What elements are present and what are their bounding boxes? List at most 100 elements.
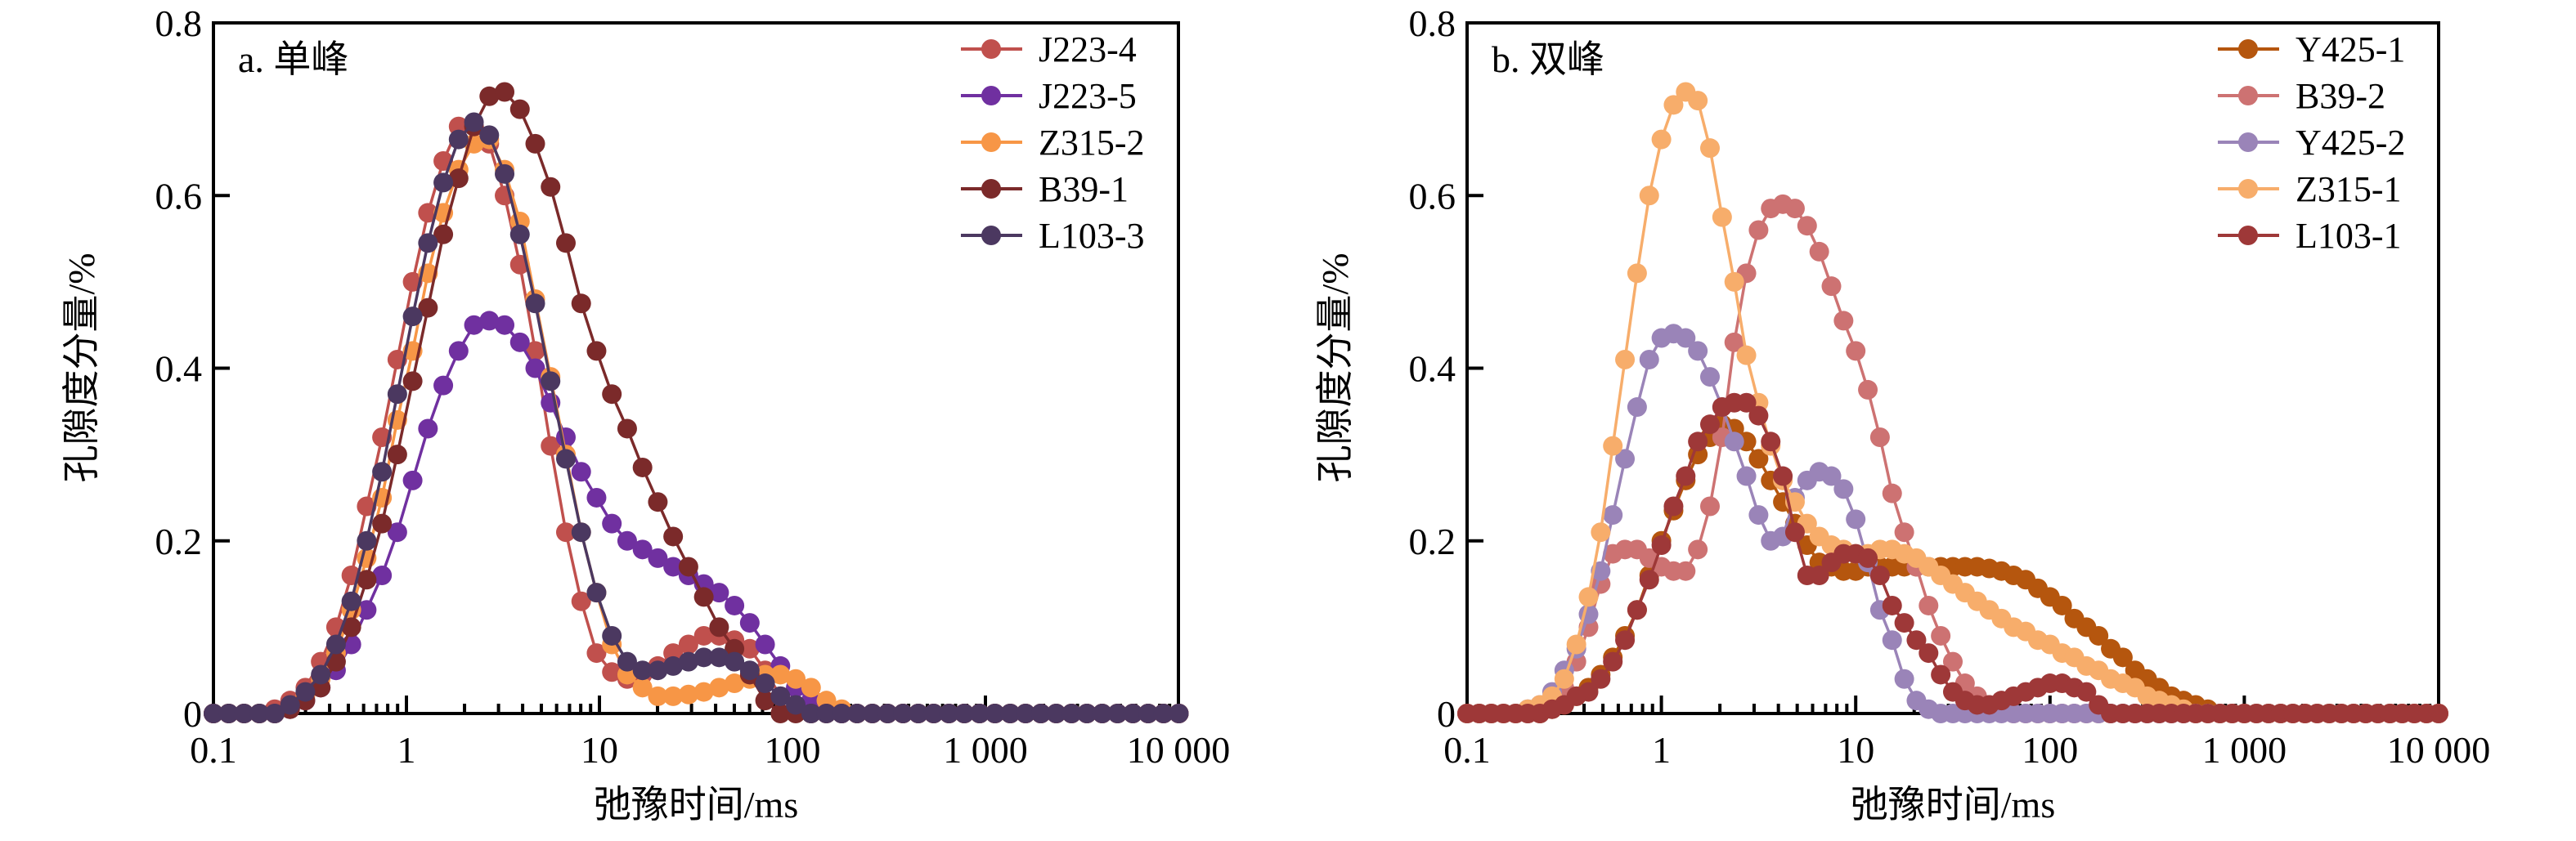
data-point [325,634,346,655]
data-point [755,634,775,655]
data-point [357,496,377,517]
data-point [739,638,760,659]
data-point [586,643,607,664]
data-point [1906,630,1927,651]
data-point [617,651,637,672]
data-point [816,704,837,723]
data-point [479,86,500,106]
data-point [2112,647,2133,668]
data-point [541,371,561,391]
data-point [602,662,622,682]
data-point [755,691,775,711]
data-point [1846,509,1866,530]
y-axis-title: 孔隙度分量/% [1314,253,1356,482]
data-point [464,315,484,335]
data-point [1784,199,1805,219]
data-point [1591,669,1611,689]
data-point [1919,643,1939,664]
data-point [1663,496,1684,517]
y-tick-label: 0 [1437,693,1456,735]
data-point [218,704,239,723]
data-point [1688,539,1708,560]
data-point [725,651,745,672]
legend-marker [981,132,1001,152]
data-point [495,315,515,335]
x-tick-label: 10 [581,729,618,771]
legend-item: B39-2 [2218,76,2385,116]
data-point [1700,367,1720,387]
data-point [1603,651,1623,672]
legend-marker [2238,226,2258,245]
data-point [1153,704,1174,723]
data-point [357,600,377,620]
data-point [387,445,407,465]
data-point [341,617,361,637]
data-point [1591,522,1611,543]
data-point [1676,561,1696,581]
data-point [1123,704,1143,723]
data-point [479,125,500,145]
data-point [541,436,561,456]
legend-label: Y425-2 [2296,123,2405,163]
data-point [418,418,438,439]
data-point [632,678,653,698]
x-tick-label: 0.1 [190,729,237,771]
data-point [204,704,223,723]
data-point [1809,566,1829,585]
data-point [1603,436,1623,456]
data-point [418,297,438,318]
data-point [541,177,561,197]
data-point [1639,186,1659,206]
data-point [709,647,729,668]
data-point [387,522,407,543]
data-point [1663,95,1684,115]
data-point [1627,263,1647,284]
data-point [1736,345,1757,365]
data-point [602,384,622,405]
data-point [509,99,530,119]
y-tick-label: 0.4 [155,348,203,390]
data-point [954,704,975,723]
y-tick-label: 0.8 [1409,2,1456,44]
data-point [2076,682,2097,702]
data-point [295,682,316,702]
data-point [1869,427,1890,447]
data-point [1688,432,1708,452]
data-point [571,462,591,482]
data-point [1882,595,1902,615]
data-point [1748,405,1769,426]
data-point [357,530,377,551]
data-point [433,172,454,193]
data-point [1688,91,1708,111]
data-point [1773,466,1793,486]
data-point [1869,566,1890,585]
data-point [632,457,653,477]
legend-label: L103-3 [1039,216,1145,256]
data-point [709,678,729,698]
y-axis-title: 孔隙度分量/% [61,253,102,482]
legend-label: J223-4 [1039,29,1137,69]
data-point [1784,522,1805,543]
x-tick-label: 100 [765,729,821,771]
legend-item: Z315-1 [2218,169,2402,209]
data-point [1639,570,1659,590]
legend-item: B39-1 [961,169,1129,209]
data-point [632,660,653,681]
data-point [418,203,438,223]
x-tick-label: 10 000 [1127,729,1231,771]
data-point [985,704,1005,723]
data-point [418,233,438,253]
legend-label: Z315-1 [2296,169,2402,209]
legend-label: B39-2 [2296,76,2385,116]
data-point [1615,349,1636,369]
data-point [1797,216,1817,236]
data-point [877,704,898,723]
data-point [1761,432,1781,452]
data-point [1894,669,1914,689]
data-point [1712,207,1732,227]
data-point [1615,449,1636,469]
data-point [372,513,393,534]
data-point [678,684,698,705]
data-point [1833,311,1854,331]
series-B39-2 [1457,194,2448,723]
